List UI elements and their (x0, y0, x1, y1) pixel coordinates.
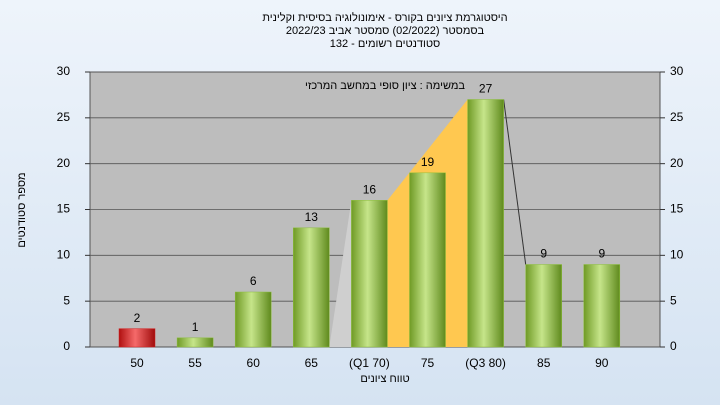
data-label: 16 (363, 183, 377, 197)
bar (583, 264, 621, 348)
y2-tick-label: 10 (670, 248, 684, 262)
x-axis-label: טווח ציונים (360, 373, 409, 385)
y-tick-label: 5 (63, 293, 70, 307)
y-tick-label: 25 (57, 110, 71, 124)
data-label: 13 (305, 210, 319, 224)
bar (525, 264, 562, 348)
bar (234, 291, 272, 348)
chart-title: סטודנטים רשומים - 132 (330, 38, 441, 50)
y-tick-label: 30 (57, 64, 71, 78)
data-label: 9 (540, 247, 547, 261)
y2-tick-label: 20 (670, 156, 684, 170)
bar (293, 227, 330, 348)
data-label: 2 (134, 311, 141, 325)
quartile-fall (503, 99, 527, 265)
annotation: במשימה : ציון סופי במחשב המרכזי (305, 80, 465, 92)
y2-tick-label: 5 (670, 293, 677, 307)
bar (409, 172, 446, 348)
bar (118, 328, 156, 348)
x-tick-label: 60 (247, 356, 261, 370)
y-tick-label: 20 (57, 156, 71, 170)
quartile-rise (329, 200, 352, 347)
bar (351, 200, 388, 348)
y-tick-label: 15 (57, 202, 71, 216)
data-label: 9 (598, 247, 605, 261)
y2-tick-label: 15 (670, 202, 684, 216)
x-tick-label: 55 (188, 356, 202, 370)
x-tick-label: 75 (421, 356, 435, 370)
data-label: 6 (250, 274, 257, 288)
data-label: 19 (421, 155, 435, 169)
bar (467, 99, 504, 348)
x-tick-label: 50 (130, 356, 144, 370)
y-tick-label: 0 (63, 339, 70, 353)
data-label: 27 (479, 82, 493, 96)
chart-title: בסמסטר (02/2022) סמסטר אביב 2022/23 (286, 25, 485, 37)
x-tick-label: 90 (595, 356, 609, 370)
y2-tick-label: 25 (670, 110, 684, 124)
x-tick-label: 85 (537, 356, 551, 370)
x-tick-label: (Q1 70) (349, 356, 390, 370)
x-tick-label: 65 (305, 356, 319, 370)
bar (176, 337, 214, 348)
y-axis-label: מספר סטודנטים (16, 172, 28, 247)
x-tick-label: (Q3 80) (465, 356, 506, 370)
chart-title: היסטוגרמת ציונים בקורס - אימונולוגיה בסי… (262, 11, 507, 24)
data-label: 1 (192, 320, 199, 334)
y-tick-label: 10 (57, 248, 71, 262)
y2-tick-label: 0 (670, 339, 677, 353)
y2-tick-label: 30 (670, 64, 684, 78)
